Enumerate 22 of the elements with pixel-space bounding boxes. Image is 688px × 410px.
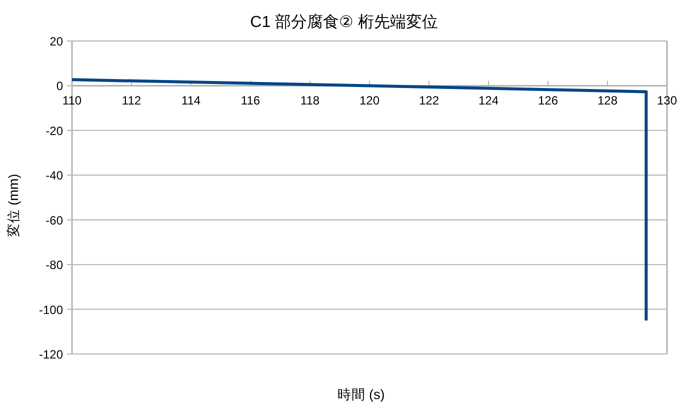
xtick: 118 [300,94,320,108]
title: C1 部分腐食② 桁先端変位 [250,14,438,31]
xtick: 116 [240,94,260,108]
xtick: 114 [181,94,201,108]
xtick: 120 [359,94,380,108]
xlabel: 時間 (s) [337,387,385,402]
ytick: 0 [56,79,63,94]
xtick: 122 [418,94,440,108]
ytick: -100 [38,302,63,317]
xtick: 128 [597,94,618,108]
ytick: -40 [46,168,63,183]
xtick: 110 [62,94,82,108]
ytick: -60 [46,213,63,228]
xtick: 124 [478,94,499,108]
xtick: 112 [122,94,142,108]
ytick: -20 [46,124,63,138]
xtick: 130 [656,94,678,108]
ytick: -80 [46,258,63,272]
ytick: -120 [38,348,63,362]
ylabel: 変位 (mm) [6,174,21,238]
xtick: 126 [538,94,558,108]
ytick: 20 [50,34,63,48]
